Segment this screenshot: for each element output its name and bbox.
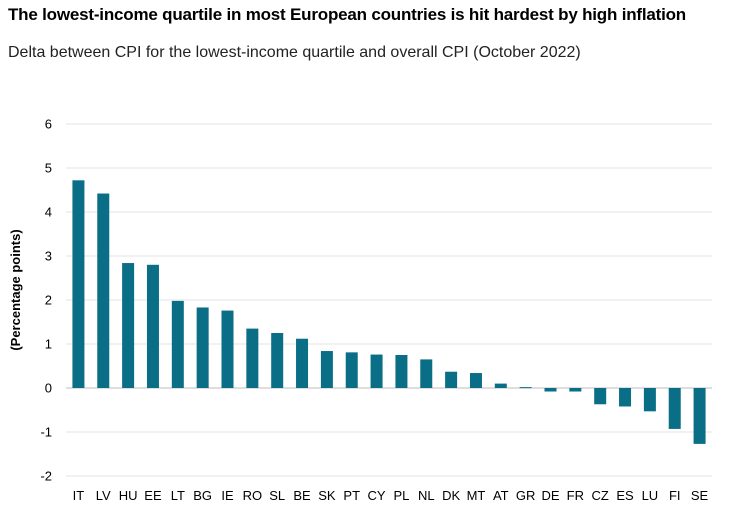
- x-tick-label: CY: [368, 488, 386, 503]
- y-tick-label: -2: [40, 469, 52, 484]
- bar-dk: [445, 371, 458, 388]
- chart-title: The lowest-income quartile in most Europ…: [8, 5, 686, 24]
- bar-at: [494, 383, 507, 388]
- x-tick-label: EE: [144, 488, 162, 503]
- x-tick-label: SK: [318, 488, 336, 503]
- x-tick-label: LT: [171, 488, 185, 503]
- bar-se: [693, 388, 706, 444]
- y-tick-label: 6: [45, 117, 52, 132]
- y-tick-label: 5: [45, 161, 52, 176]
- x-tick-label: FI: [669, 488, 681, 503]
- x-tick-label: DE: [541, 488, 559, 503]
- bar-bg: [196, 307, 209, 388]
- bar-hu: [122, 263, 135, 388]
- x-tick-label: CZ: [592, 488, 609, 503]
- y-tick-label: 0: [45, 381, 52, 396]
- x-tick-label: FR: [567, 488, 584, 503]
- chart-subtitle: Delta between CPI for the lowest-income …: [8, 44, 581, 61]
- x-tick-label: HU: [119, 488, 138, 503]
- bar-nl: [420, 359, 433, 388]
- bar-sk: [320, 351, 333, 388]
- y-axis-ticks: 6 5 4 3 2 1 0 -1 -2: [40, 117, 52, 484]
- x-tick-label: IT: [73, 488, 85, 503]
- bar-cy: [370, 354, 383, 388]
- x-tick-label: AT: [493, 488, 509, 503]
- x-tick-label: MT: [467, 488, 486, 503]
- bars: [72, 180, 706, 444]
- bar-gr: [519, 387, 532, 389]
- x-tick-label: NL: [418, 488, 435, 503]
- bar-pl: [395, 355, 408, 388]
- bar-sl: [271, 333, 284, 388]
- x-axis-ticks: IT LV HU EE LT BG IE RO SL BE SK PT CY PL NL DK MT AT GR DE…: [73, 488, 709, 503]
- y-tick-label: -1: [40, 425, 52, 440]
- bar-ee: [146, 264, 159, 388]
- x-tick-label: RO: [243, 488, 263, 503]
- x-tick-label: PL: [393, 488, 409, 503]
- x-tick-label: IE: [221, 488, 234, 503]
- bar-be: [296, 338, 309, 388]
- y-tick-label: 3: [45, 249, 52, 264]
- x-tick-label: BG: [193, 488, 212, 503]
- x-tick-label: GR: [516, 488, 536, 503]
- bar-fr: [569, 388, 582, 392]
- bar-ie: [221, 310, 234, 388]
- gridlines: [66, 123, 712, 477]
- bar-lv: [97, 193, 110, 388]
- bar-de: [544, 388, 557, 392]
- x-tick-label: DK: [442, 488, 460, 503]
- bar-cz: [594, 388, 607, 405]
- x-tick-label: SL: [269, 488, 285, 503]
- bar-fi: [668, 388, 681, 429]
- bar-ro: [246, 328, 259, 388]
- bar-it: [72, 180, 85, 388]
- x-tick-label: LV: [96, 488, 111, 503]
- bar-mt: [469, 373, 482, 388]
- y-axis-label: (Percentage points): [8, 229, 23, 350]
- bar-pt: [345, 352, 358, 388]
- y-tick-label: 4: [45, 205, 52, 220]
- x-tick-label: BE: [293, 488, 311, 503]
- y-tick-label: 1: [45, 337, 52, 352]
- y-tick-label: 2: [45, 293, 52, 308]
- bar-lt: [171, 300, 184, 388]
- bar-lu: [643, 388, 656, 412]
- x-tick-label: PT: [343, 488, 360, 503]
- x-tick-label: SE: [691, 488, 709, 503]
- bar-es: [619, 388, 632, 407]
- x-tick-label: LU: [642, 488, 659, 503]
- x-tick-label: ES: [616, 488, 634, 503]
